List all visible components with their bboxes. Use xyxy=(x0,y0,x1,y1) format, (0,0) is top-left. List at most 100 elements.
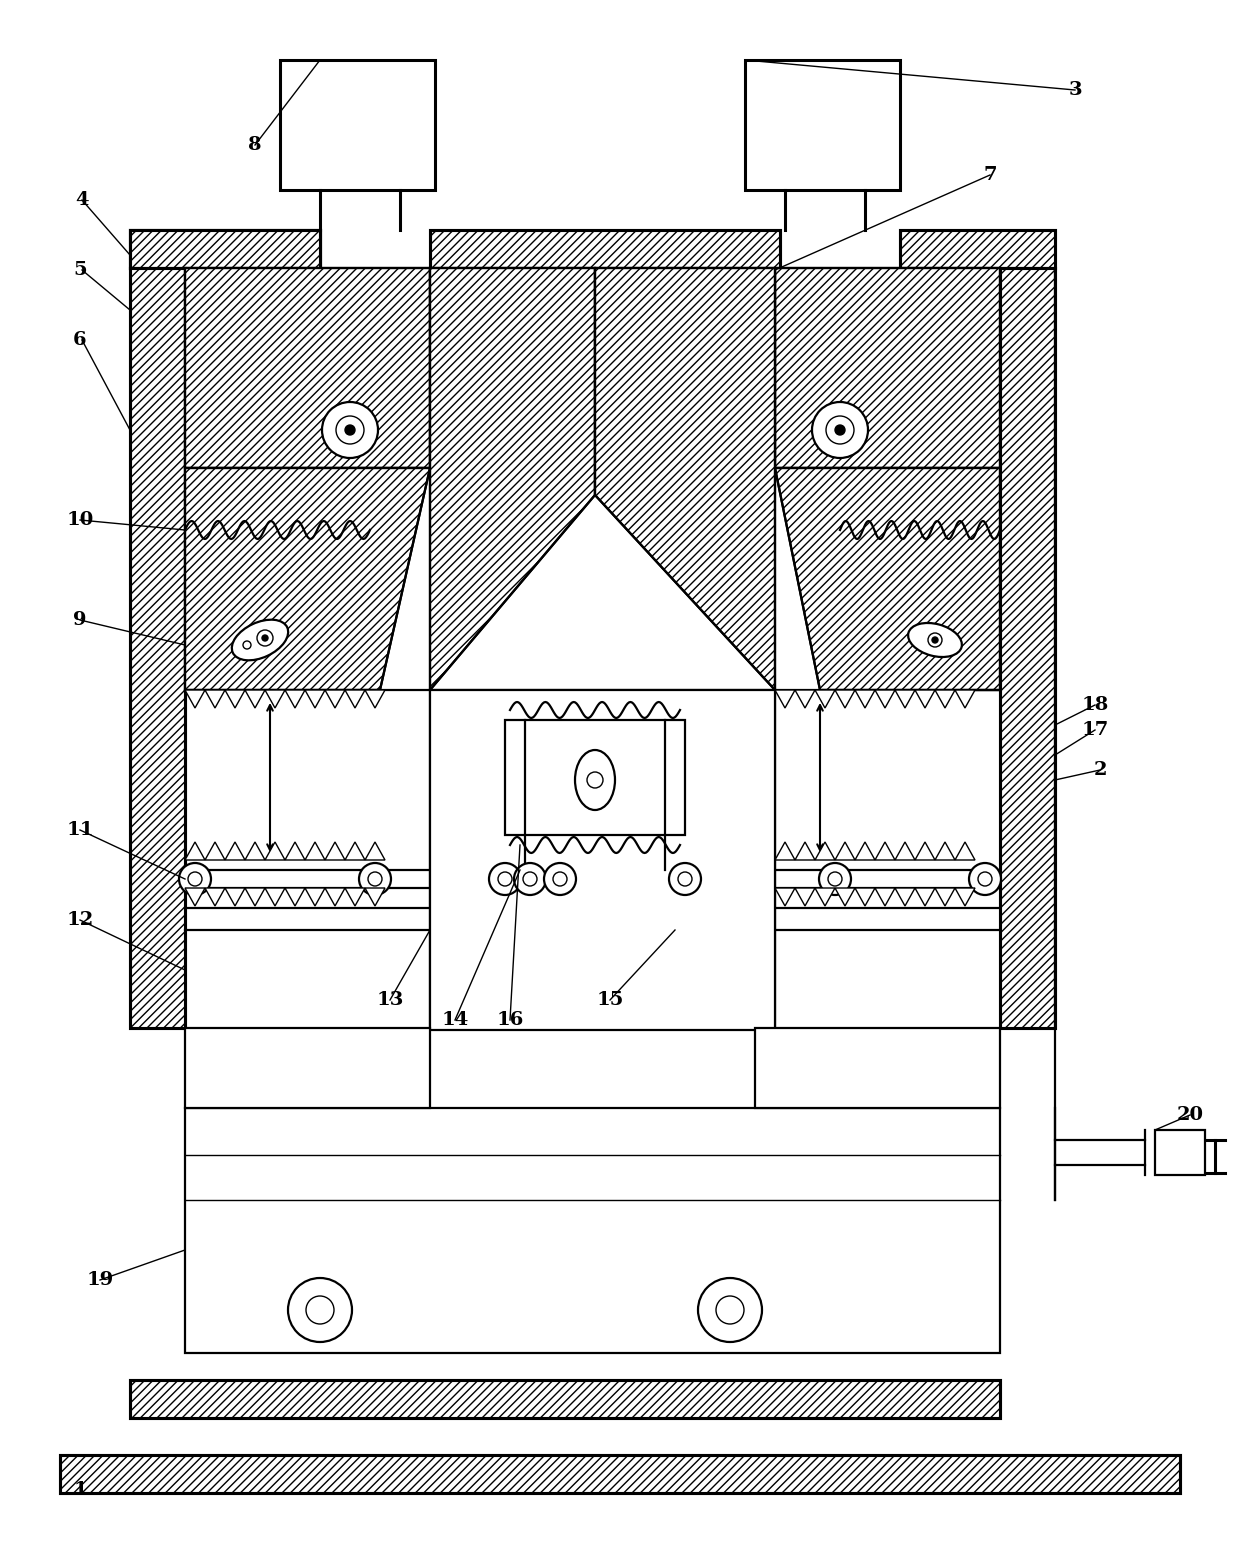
Circle shape xyxy=(515,862,546,895)
Polygon shape xyxy=(815,842,835,861)
Circle shape xyxy=(257,631,273,646)
Polygon shape xyxy=(305,842,325,861)
Polygon shape xyxy=(955,842,975,861)
Polygon shape xyxy=(856,842,875,861)
Circle shape xyxy=(336,416,365,444)
Polygon shape xyxy=(305,690,325,707)
Circle shape xyxy=(345,426,355,435)
Circle shape xyxy=(523,872,537,886)
Circle shape xyxy=(489,862,521,895)
Text: 2: 2 xyxy=(1094,761,1107,779)
Text: 4: 4 xyxy=(76,191,89,210)
Polygon shape xyxy=(895,887,915,906)
Circle shape xyxy=(698,1279,763,1343)
Circle shape xyxy=(188,872,202,886)
Circle shape xyxy=(306,1296,334,1324)
Polygon shape xyxy=(895,842,915,861)
Polygon shape xyxy=(265,887,285,906)
Polygon shape xyxy=(345,690,365,707)
Circle shape xyxy=(928,632,942,646)
Text: 11: 11 xyxy=(66,822,94,839)
Circle shape xyxy=(715,1296,744,1324)
Circle shape xyxy=(818,862,851,895)
Text: 9: 9 xyxy=(73,610,87,629)
Polygon shape xyxy=(900,230,1055,268)
Ellipse shape xyxy=(232,620,288,660)
Circle shape xyxy=(812,402,868,459)
Text: 7: 7 xyxy=(983,166,997,185)
Circle shape xyxy=(678,872,692,886)
Polygon shape xyxy=(224,887,246,906)
Polygon shape xyxy=(835,690,856,707)
Polygon shape xyxy=(365,690,384,707)
Polygon shape xyxy=(280,59,435,189)
Polygon shape xyxy=(835,842,856,861)
Polygon shape xyxy=(856,690,875,707)
Polygon shape xyxy=(775,690,795,707)
Polygon shape xyxy=(185,1108,999,1354)
Circle shape xyxy=(544,862,577,895)
Text: 6: 6 xyxy=(73,332,87,349)
Polygon shape xyxy=(955,690,975,707)
Circle shape xyxy=(360,862,391,895)
Circle shape xyxy=(670,862,701,895)
Polygon shape xyxy=(130,230,320,268)
Polygon shape xyxy=(285,690,305,707)
Polygon shape xyxy=(935,887,955,906)
Polygon shape xyxy=(999,268,1055,1028)
Polygon shape xyxy=(875,887,895,906)
Polygon shape xyxy=(205,690,224,707)
Polygon shape xyxy=(185,887,205,906)
Circle shape xyxy=(826,416,854,444)
Polygon shape xyxy=(856,887,875,906)
Polygon shape xyxy=(365,887,384,906)
Circle shape xyxy=(498,872,512,886)
Polygon shape xyxy=(795,842,815,861)
Polygon shape xyxy=(595,268,775,690)
Circle shape xyxy=(587,772,603,789)
Polygon shape xyxy=(130,1380,999,1418)
Polygon shape xyxy=(875,690,895,707)
Polygon shape xyxy=(755,1028,999,1108)
Circle shape xyxy=(179,862,211,895)
Circle shape xyxy=(835,426,844,435)
Circle shape xyxy=(553,872,567,886)
Polygon shape xyxy=(775,268,999,468)
Polygon shape xyxy=(325,690,345,707)
Circle shape xyxy=(968,862,1001,895)
Text: 16: 16 xyxy=(496,1011,523,1030)
Polygon shape xyxy=(835,887,856,906)
Circle shape xyxy=(828,872,842,886)
Polygon shape xyxy=(915,690,935,707)
Polygon shape xyxy=(130,268,185,1028)
Circle shape xyxy=(932,637,937,643)
Polygon shape xyxy=(246,842,265,861)
Polygon shape xyxy=(935,842,955,861)
Text: 8: 8 xyxy=(248,136,262,153)
Polygon shape xyxy=(745,59,900,189)
Polygon shape xyxy=(130,230,320,268)
Text: 20: 20 xyxy=(1177,1106,1204,1124)
Polygon shape xyxy=(205,887,224,906)
Polygon shape xyxy=(915,842,935,861)
Polygon shape xyxy=(915,887,935,906)
Polygon shape xyxy=(875,842,895,861)
Circle shape xyxy=(262,635,268,642)
Circle shape xyxy=(368,872,382,886)
Text: 18: 18 xyxy=(1081,696,1109,714)
Circle shape xyxy=(322,402,378,459)
Polygon shape xyxy=(795,690,815,707)
Polygon shape xyxy=(185,268,430,468)
Polygon shape xyxy=(795,887,815,906)
Polygon shape xyxy=(365,842,384,861)
Text: 3: 3 xyxy=(1068,81,1081,99)
Polygon shape xyxy=(345,842,365,861)
Polygon shape xyxy=(935,690,955,707)
Polygon shape xyxy=(955,887,975,906)
Text: 15: 15 xyxy=(596,991,624,1009)
Text: 12: 12 xyxy=(67,911,94,930)
Polygon shape xyxy=(285,887,305,906)
Text: 17: 17 xyxy=(1081,721,1109,739)
Polygon shape xyxy=(185,690,205,707)
Polygon shape xyxy=(775,842,795,861)
